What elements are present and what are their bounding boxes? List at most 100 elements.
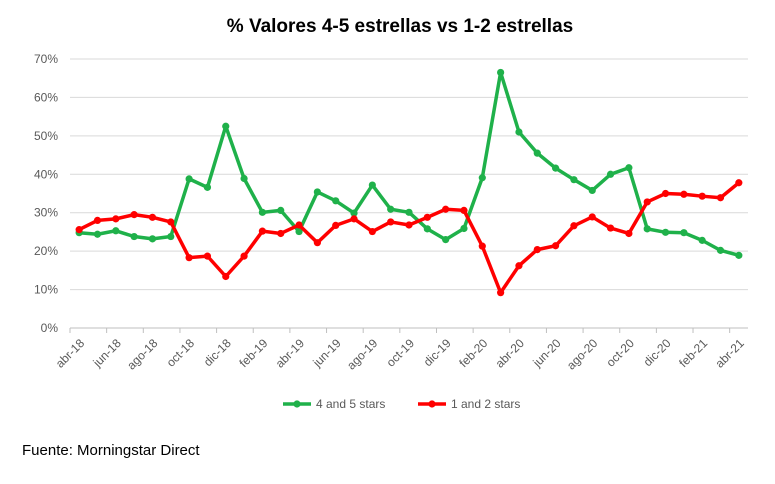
legend-label: 1 and 2 stars xyxy=(451,397,520,411)
chart-title: % Valores 4-5 estrellas vs 1-2 estrellas xyxy=(227,16,573,37)
y-tick-label: 70% xyxy=(34,52,58,66)
data-point xyxy=(570,222,578,230)
series-one-two-stars xyxy=(75,179,743,297)
data-point xyxy=(295,227,303,236)
data-point xyxy=(460,224,468,233)
x-tick-label: abr-21 xyxy=(712,336,747,371)
data-point xyxy=(222,122,230,130)
x-tick-label: oct-18 xyxy=(164,336,198,370)
data-point xyxy=(368,181,376,189)
series-layer xyxy=(75,68,743,297)
legend-label: 4 and 5 stars xyxy=(316,397,385,411)
data-point xyxy=(588,186,596,195)
source-note: Fuente: Morningstar Direct xyxy=(22,442,200,459)
data-point xyxy=(643,198,651,206)
data-point xyxy=(148,235,157,243)
x-tick-label: dic-20 xyxy=(641,336,674,369)
data-point xyxy=(716,246,725,254)
data-point xyxy=(332,221,340,229)
x-tick-label: feb-19 xyxy=(237,336,271,370)
data-point xyxy=(570,176,578,184)
data-point xyxy=(716,194,725,202)
data-point xyxy=(680,190,688,198)
data-point xyxy=(661,189,670,198)
data-point xyxy=(533,149,541,157)
data-point xyxy=(203,183,212,191)
x-tick-label: dic-18 xyxy=(201,336,234,369)
data-point xyxy=(277,229,285,238)
data-point xyxy=(130,211,138,219)
x-tick-label: oct-19 xyxy=(384,336,418,370)
legend-swatch-marker xyxy=(428,400,436,408)
data-point xyxy=(606,224,615,232)
x-tick-label: jun-19 xyxy=(310,336,344,370)
data-point xyxy=(258,227,267,235)
data-point xyxy=(332,197,340,205)
x-axis: abr-18 jun-18 ago-18 oct-18 dic-18 feb-19 abr-… xyxy=(53,328,747,372)
data-point xyxy=(405,208,413,216)
data-point xyxy=(240,174,248,183)
data-point xyxy=(497,289,505,297)
data-point xyxy=(112,215,120,223)
data-point xyxy=(551,242,560,250)
data-point xyxy=(167,232,175,241)
data-point xyxy=(423,213,431,221)
data-point xyxy=(313,239,321,247)
data-point xyxy=(130,232,138,241)
data-point xyxy=(442,205,450,213)
data-point xyxy=(442,236,450,244)
series-four-five-stars xyxy=(75,68,743,259)
data-point xyxy=(185,254,193,262)
data-point xyxy=(698,192,706,200)
data-point xyxy=(350,215,358,223)
data-point xyxy=(295,221,303,229)
data-point xyxy=(735,179,743,187)
y-tick-label: 10% xyxy=(34,283,58,297)
data-point xyxy=(313,188,321,196)
data-point xyxy=(222,272,230,281)
data-point xyxy=(387,205,395,213)
data-point xyxy=(661,228,670,236)
y-tick-label: 40% xyxy=(34,167,58,181)
y-tick-label: 50% xyxy=(34,129,58,143)
data-point xyxy=(93,230,102,238)
data-point xyxy=(478,242,486,250)
data-point xyxy=(185,175,193,183)
data-point xyxy=(368,227,376,236)
data-point xyxy=(148,213,157,221)
x-tick-label: jun-18 xyxy=(90,336,124,370)
y-tick-label: 0% xyxy=(41,321,59,335)
x-tick-label: dic-19 xyxy=(421,336,454,369)
data-point xyxy=(423,225,431,233)
data-point xyxy=(698,236,706,244)
data-point xyxy=(167,218,175,226)
data-point xyxy=(350,209,358,217)
data-point xyxy=(112,227,120,235)
x-tick-label: jun-20 xyxy=(529,336,563,370)
x-tick-label: abr-20 xyxy=(493,336,528,371)
data-point xyxy=(625,229,633,238)
x-tick-label: abr-18 xyxy=(53,336,88,371)
data-point xyxy=(478,174,486,182)
data-point xyxy=(460,206,468,215)
x-tick-label: ago-20 xyxy=(564,336,601,373)
gridlines xyxy=(70,58,748,329)
data-point xyxy=(93,216,102,224)
data-point xyxy=(625,164,633,172)
legend-item: 4 and 5 stars xyxy=(283,397,385,411)
data-point xyxy=(735,251,743,259)
y-tick-label: 30% xyxy=(34,206,58,220)
data-point xyxy=(258,208,267,216)
y-tick-label: 60% xyxy=(34,90,58,104)
data-point xyxy=(497,68,505,77)
data-point xyxy=(643,225,651,233)
data-point xyxy=(680,229,688,237)
data-point xyxy=(515,128,523,136)
data-point xyxy=(240,252,248,260)
data-point xyxy=(203,252,212,260)
y-axis: 0% 10% 20% 30% 40% 50% 60% 70% xyxy=(34,52,58,335)
x-tick-label: feb-21 xyxy=(676,336,710,370)
legend-item: 1 and 2 stars xyxy=(418,397,520,411)
